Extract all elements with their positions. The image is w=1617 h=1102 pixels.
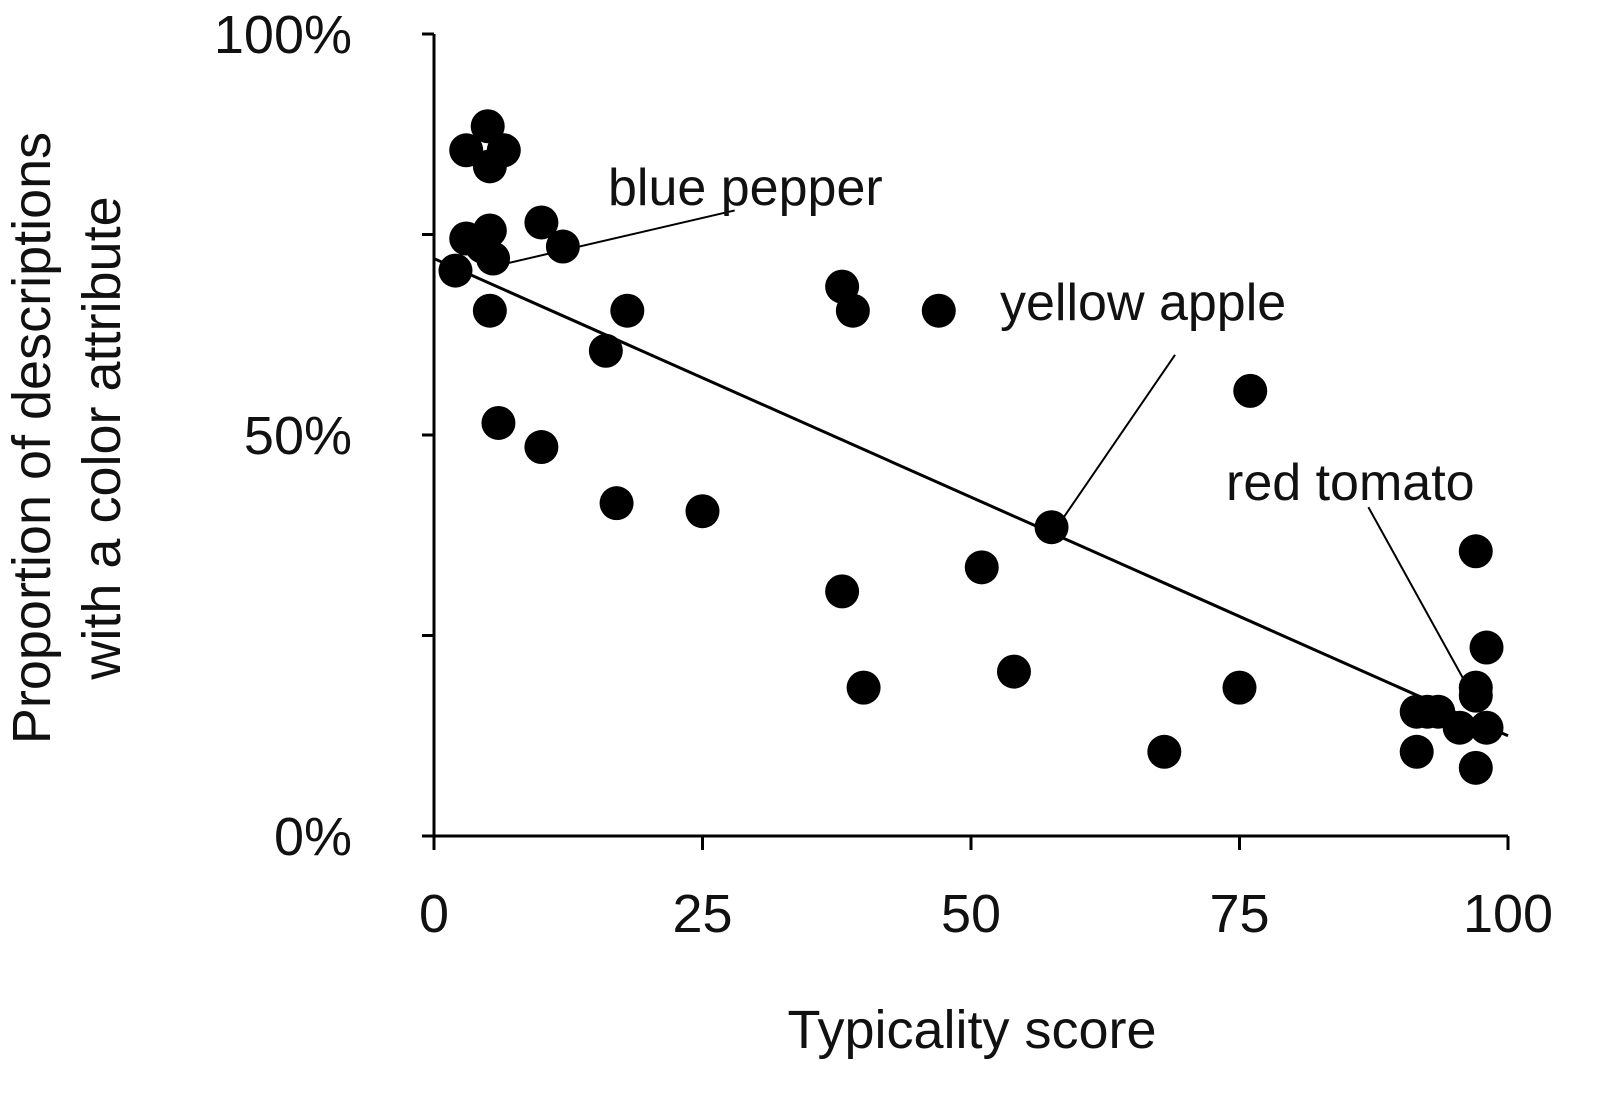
y-axis-title-line-1: Proportion of descriptions bbox=[2, 132, 62, 744]
annotation-label-red-tomato: red tomato bbox=[1226, 454, 1475, 512]
data-point bbox=[524, 430, 559, 465]
y-tick-label: 100% bbox=[214, 5, 352, 65]
data-point bbox=[438, 253, 473, 288]
data-point bbox=[1469, 710, 1504, 745]
x-axis-title: Typicality score bbox=[787, 1000, 1156, 1060]
data-point bbox=[1147, 734, 1182, 769]
y-tick-label: 50% bbox=[244, 406, 352, 466]
data-point bbox=[835, 293, 870, 328]
data-point bbox=[470, 109, 505, 144]
annotation-leader-yellow-apple bbox=[1056, 354, 1176, 528]
data-point bbox=[825, 574, 860, 609]
x-tick-label: 0 bbox=[419, 884, 449, 944]
data-point bbox=[1034, 510, 1069, 545]
x-tick-label: 75 bbox=[1209, 884, 1269, 944]
data-point bbox=[1469, 630, 1504, 665]
axes: 0% 50% 100% 0 25 50 75 100 bbox=[214, 5, 1553, 944]
x-tick-label: 100 bbox=[1463, 884, 1553, 944]
data-point bbox=[1458, 750, 1493, 785]
data-point bbox=[1458, 534, 1493, 569]
data-point bbox=[1442, 710, 1477, 745]
annotation-leader-red-tomato bbox=[1367, 506, 1472, 693]
data-point bbox=[472, 149, 507, 184]
data-point bbox=[599, 486, 634, 521]
data-point bbox=[610, 293, 645, 328]
data-point bbox=[685, 494, 720, 529]
y-axis-title-line-2: with a color attribute bbox=[72, 196, 132, 680]
data-point bbox=[964, 550, 999, 585]
data-point bbox=[1399, 734, 1434, 769]
annotation-leader-blue-pepper bbox=[492, 209, 735, 268]
data-point bbox=[524, 205, 559, 240]
data-point bbox=[996, 654, 1031, 689]
data-points bbox=[438, 109, 1504, 785]
data-point bbox=[846, 670, 881, 705]
data-point bbox=[481, 405, 516, 440]
data-point bbox=[588, 333, 623, 368]
data-point bbox=[1233, 373, 1268, 408]
data-point bbox=[921, 293, 956, 328]
x-tick-label: 50 bbox=[941, 884, 1001, 944]
data-point bbox=[545, 229, 580, 264]
data-point bbox=[1458, 678, 1493, 713]
data-point bbox=[1222, 670, 1257, 705]
y-axis-title: Proportion of descriptions with a color … bbox=[2, 132, 132, 744]
data-point bbox=[476, 241, 511, 276]
annotations: blue pepper yellow apple red tomato bbox=[492, 159, 1475, 693]
annotation-label-blue-pepper: blue pepper bbox=[608, 159, 883, 217]
y-tick-label: 0% bbox=[274, 807, 352, 867]
data-point bbox=[472, 293, 507, 328]
x-tick-label: 25 bbox=[672, 884, 732, 944]
annotation-label-yellow-apple: yellow apple bbox=[1000, 274, 1286, 332]
